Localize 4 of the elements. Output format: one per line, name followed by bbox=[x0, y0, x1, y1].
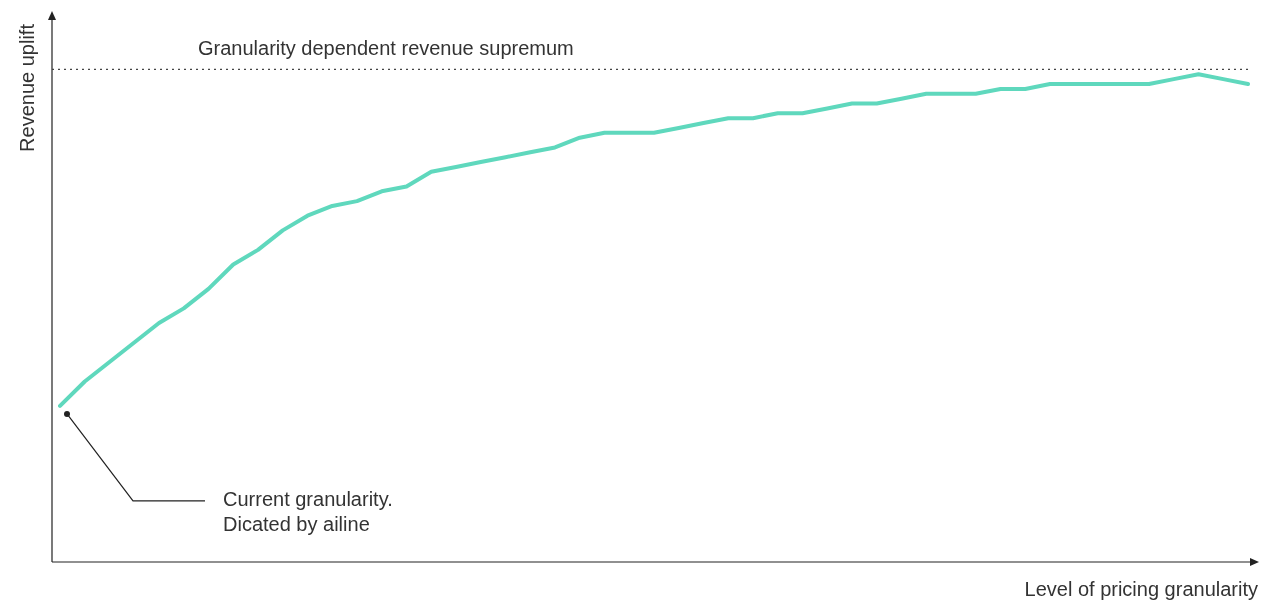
annotation: Current granularity. Dicated by ailine bbox=[223, 488, 393, 536]
x-axis-title: Level of pricing granularity bbox=[1024, 577, 1258, 600]
ref-line-label: Granularity dependent revenue supremum bbox=[198, 36, 574, 59]
y-axis-title: Revenue uplift bbox=[15, 23, 38, 152]
